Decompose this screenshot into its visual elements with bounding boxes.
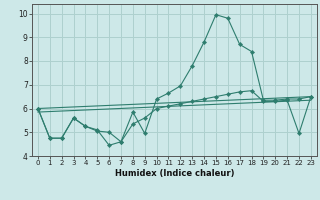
- X-axis label: Humidex (Indice chaleur): Humidex (Indice chaleur): [115, 169, 234, 178]
